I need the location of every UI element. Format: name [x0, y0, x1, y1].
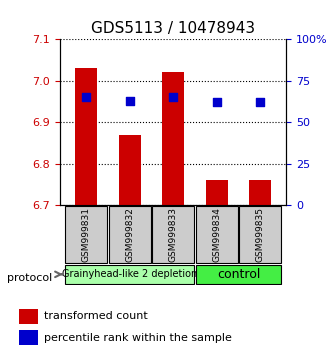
- FancyBboxPatch shape: [239, 206, 281, 263]
- Text: GSM999833: GSM999833: [168, 207, 178, 262]
- Text: GSM999834: GSM999834: [212, 207, 221, 262]
- Point: [214, 99, 219, 105]
- FancyBboxPatch shape: [152, 206, 194, 263]
- Bar: [249, 181, 271, 205]
- FancyBboxPatch shape: [196, 265, 281, 284]
- Title: GDS5113 / 10478943: GDS5113 / 10478943: [91, 21, 255, 36]
- FancyBboxPatch shape: [196, 206, 238, 263]
- FancyBboxPatch shape: [109, 206, 151, 263]
- Text: control: control: [217, 268, 260, 281]
- Bar: [119, 135, 141, 205]
- Text: Grainyhead-like 2 depletion: Grainyhead-like 2 depletion: [62, 269, 197, 279]
- Text: percentile rank within the sample: percentile rank within the sample: [44, 332, 232, 343]
- Point: [127, 98, 132, 103]
- Point: [83, 94, 89, 100]
- Text: GSM999831: GSM999831: [82, 207, 91, 262]
- Text: GSM999835: GSM999835: [256, 207, 265, 262]
- Text: transformed count: transformed count: [44, 311, 148, 321]
- Point: [258, 99, 263, 105]
- Bar: [75, 68, 97, 205]
- FancyBboxPatch shape: [65, 206, 107, 263]
- Text: protocol: protocol: [7, 273, 52, 283]
- Bar: [19, 330, 38, 345]
- Point: [170, 94, 176, 100]
- Text: GSM999832: GSM999832: [125, 207, 134, 262]
- Bar: [162, 72, 184, 205]
- FancyBboxPatch shape: [65, 265, 194, 284]
- Bar: [206, 181, 227, 205]
- Bar: [19, 309, 38, 324]
